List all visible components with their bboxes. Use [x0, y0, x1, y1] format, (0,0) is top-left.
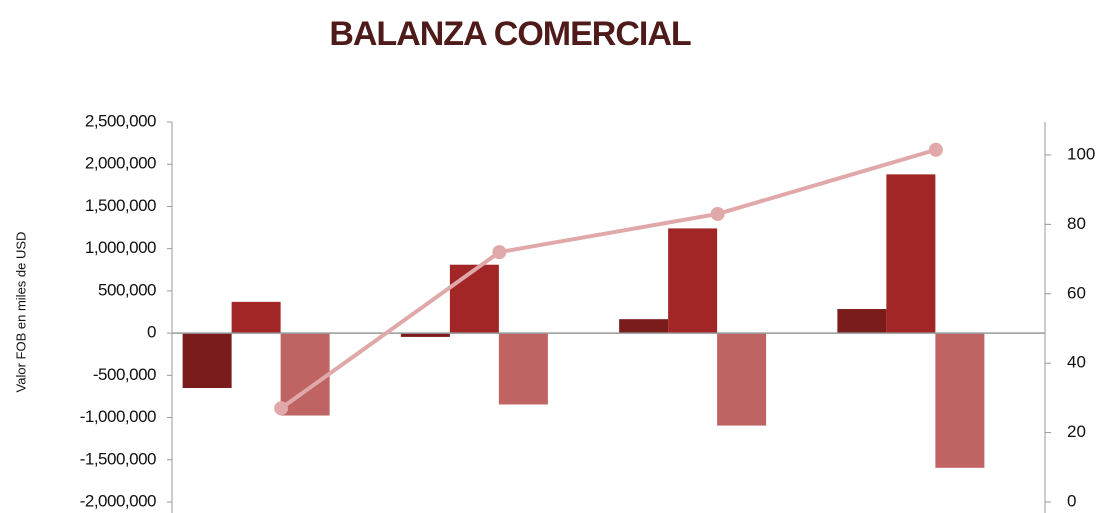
y-tick-label: -1,000,000 — [80, 407, 156, 426]
bar — [231, 301, 281, 334]
y-tick-label: 1,500,000 — [85, 196, 156, 215]
line-point — [492, 245, 507, 260]
bar — [886, 174, 936, 334]
y2-tick-label: 100 — [1067, 144, 1095, 163]
bar — [498, 333, 548, 405]
bar — [837, 309, 887, 334]
y-tick-label: 0 — [147, 323, 156, 342]
y-tick-label: 1,000,000 — [85, 238, 156, 257]
bar — [400, 333, 450, 337]
y-tick-label: 2,500,000 — [85, 111, 156, 130]
y2-tick-label: 20 — [1067, 422, 1086, 441]
bar — [619, 319, 669, 334]
y-tick-label: -500,000 — [93, 365, 156, 384]
bar — [935, 333, 985, 468]
bar — [449, 264, 499, 334]
y2-tick-label: 80 — [1067, 214, 1086, 233]
y-tick-label: 500,000 — [98, 280, 156, 299]
y-tick-label: -2,000,000 — [80, 491, 156, 510]
bar — [717, 333, 767, 426]
line — [279, 147, 937, 410]
line-point — [928, 142, 943, 157]
chart-title: BALANZA COMERCIAL — [329, 15, 691, 53]
y2-tick-label: 0 — [1067, 491, 1076, 510]
line-point — [710, 206, 725, 221]
y-tick-label: -1,500,000 — [80, 449, 156, 468]
y2-tick-label: 60 — [1067, 283, 1086, 302]
bar — [182, 333, 232, 388]
line-point — [274, 401, 289, 416]
y-tick-label: 2,000,000 — [85, 154, 156, 173]
y2-tick-label: 40 — [1067, 353, 1086, 372]
y-axis-label: Valor FOB en miles de USD — [13, 232, 28, 393]
bar — [668, 228, 718, 334]
